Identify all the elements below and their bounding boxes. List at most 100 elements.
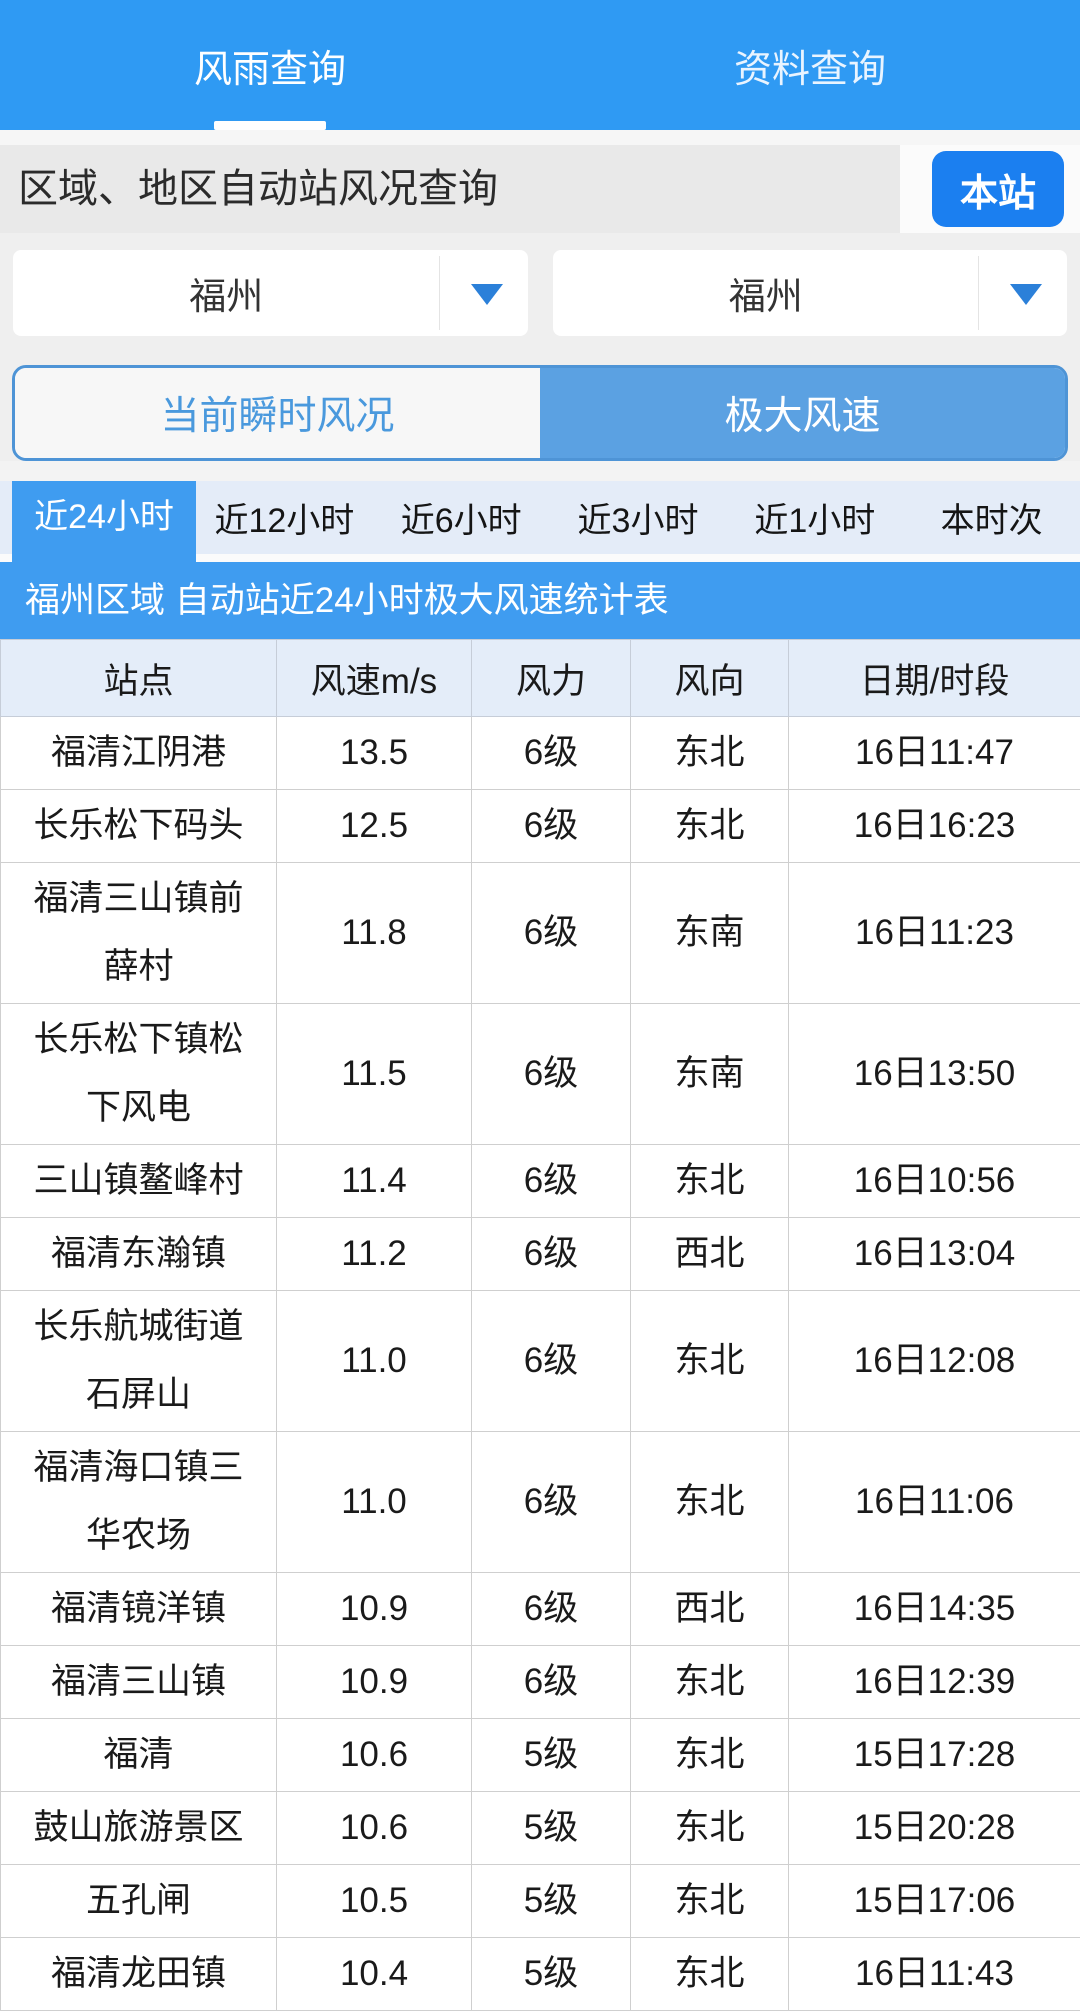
time-tab-3h[interactable]: 近3小时: [550, 481, 727, 554]
cell-direction: 东北: [631, 1646, 789, 1719]
table-row[interactable]: 三山镇鳌峰村 11.4 6级 东北 16日10:56: [1, 1145, 1080, 1218]
cell-direction: 东北: [631, 717, 789, 790]
table-row[interactable]: 福清江阴港 13.5 6级 东北 16日11:47: [1, 717, 1080, 790]
table-row[interactable]: 五孔闸 10.5 5级 东北 15日17:06: [1, 1865, 1080, 1938]
table-row[interactable]: 福清三山镇 10.9 6级 东北 16日12:39: [1, 1646, 1080, 1719]
cell-station: 福清东瀚镇: [1, 1218, 277, 1291]
cell-force: 6级: [472, 1004, 631, 1145]
toggle-spacer: [0, 461, 1080, 481]
cell-force: 6级: [472, 1573, 631, 1646]
wind-table: 站点 风速m/s 风力 风向 日期/时段 福清江阴港 13.5 6级 东北 16…: [0, 639, 1080, 2011]
mode-max-wind-button[interactable]: 极大风速: [540, 368, 1065, 458]
cell-direction: 东北: [631, 1145, 789, 1218]
app-header: 风雨查询 资料查询: [0, 0, 1080, 130]
query-title-row: 区域、地区自动站风况查询 本站: [0, 145, 1080, 233]
table-row[interactable]: 福清 10.6 5级 东北 15日17:28: [1, 1719, 1080, 1792]
mode-current-wind-button[interactable]: 当前瞬时风况: [15, 368, 540, 458]
active-tab-indicator: [214, 121, 326, 130]
region-select-left[interactable]: 福州: [13, 250, 528, 336]
table-row[interactable]: 福清镜洋镇 10.9 6级 西北 16日14:35: [1, 1573, 1080, 1646]
cell-time: 15日20:28: [789, 1792, 1080, 1865]
page-title: 区域、地区自动站风况查询: [0, 145, 900, 233]
col-header-speed: 风速m/s: [277, 640, 472, 717]
cell-direction: 东北: [631, 1719, 789, 1792]
tab-wind-rain-query[interactable]: 风雨查询: [0, 0, 540, 130]
cell-speed: 10.9: [277, 1573, 472, 1646]
col-header-force: 风力: [472, 640, 631, 717]
cell-station: 五孔闸: [1, 1865, 277, 1938]
cell-speed: 10.5: [277, 1865, 472, 1938]
cell-station: 福清江阴港: [1, 717, 277, 790]
cell-force: 6级: [472, 1291, 631, 1432]
cell-direction: 西北: [631, 1573, 789, 1646]
cell-force: 6级: [472, 790, 631, 863]
select-divider: [978, 256, 979, 330]
cell-force: 5级: [472, 1792, 631, 1865]
cell-station: 三山镇鳌峰村: [1, 1145, 277, 1218]
cell-time: 15日17:28: [789, 1719, 1080, 1792]
table-row[interactable]: 福清海口镇三华农场 11.0 6级 东北 16日11:06: [1, 1432, 1080, 1573]
cell-speed: 10.6: [277, 1792, 472, 1865]
cell-direction: 东北: [631, 1792, 789, 1865]
cell-direction: 东北: [631, 790, 789, 863]
cell-direction: 东北: [631, 1432, 789, 1573]
time-tab-6h[interactable]: 近6小时: [373, 481, 550, 554]
time-tab-12h[interactable]: 近12小时: [196, 481, 373, 554]
table-row[interactable]: 鼓山旅游景区 10.6 5级 东北 15日20:28: [1, 1792, 1080, 1865]
cell-time: 16日12:08: [789, 1291, 1080, 1432]
cell-speed: 10.4: [277, 1938, 472, 2011]
cell-time: 16日13:50: [789, 1004, 1080, 1145]
col-header-time: 日期/时段: [789, 640, 1080, 717]
table-row[interactable]: 长乐松下码头 12.5 6级 东北 16日16:23: [1, 790, 1080, 863]
table-row[interactable]: 福清东瀚镇 11.2 6级 西北 16日13:04: [1, 1218, 1080, 1291]
cell-speed: 11.8: [277, 863, 472, 1004]
cell-force: 5级: [472, 1865, 631, 1938]
local-station-button[interactable]: 本站: [932, 151, 1064, 227]
cell-direction: 东北: [631, 1938, 789, 2011]
cell-time: 16日11:47: [789, 717, 1080, 790]
time-tab-24h-label: 近24小时: [12, 481, 196, 554]
region-select-right-value: 福州: [553, 250, 980, 336]
cell-direction: 东南: [631, 863, 789, 1004]
cell-speed: 11.2: [277, 1218, 472, 1291]
table-row[interactable]: 长乐松下镇松下风电 11.5 6级 东南 16日13:50: [1, 1004, 1080, 1145]
cell-direction: 东北: [631, 1291, 789, 1432]
table-row[interactable]: 福清龙田镇 10.4 5级 东北 16日11:43: [1, 1938, 1080, 2011]
cell-force: 5级: [472, 1938, 631, 2011]
cell-time: 16日13:04: [789, 1218, 1080, 1291]
dropdown-arrow-icon: [1010, 284, 1042, 305]
cell-time: 16日11:06: [789, 1432, 1080, 1573]
table-row[interactable]: 长乐航城街道石屏山 11.0 6级 东北 16日12:08: [1, 1291, 1080, 1432]
cell-force: 6级: [472, 1218, 631, 1291]
cell-time: 16日10:56: [789, 1145, 1080, 1218]
time-tab-current[interactable]: 本时次: [903, 481, 1080, 554]
region-selector-row: 福州 福州: [0, 233, 1080, 353]
cell-station: 长乐松下码头: [1, 790, 277, 863]
time-tab-1h[interactable]: 近1小时: [726, 481, 903, 554]
cell-station: 福清三山镇前薛村: [1, 863, 277, 1004]
cell-direction: 西北: [631, 1218, 789, 1291]
cell-speed: 13.5: [277, 717, 472, 790]
cell-time: 16日11:23: [789, 863, 1080, 1004]
tab-data-query-label: 资料查询: [734, 38, 886, 93]
cell-force: 6级: [472, 863, 631, 1004]
cell-station: 福清镜洋镇: [1, 1573, 277, 1646]
tab-data-query[interactable]: 资料查询: [540, 0, 1080, 130]
region-select-right[interactable]: 福州: [553, 250, 1068, 336]
mode-toggle: 当前瞬时风况 极大风速: [12, 365, 1068, 461]
table-title-banner: 福州区域 自动站近24小时极大风速统计表: [0, 562, 1080, 639]
time-range-tabs: 近24小时 近12小时 近6小时 近3小时 近1小时 本时次: [0, 481, 1080, 554]
cell-station: 福清龙田镇: [1, 1938, 277, 2011]
cell-speed: 10.9: [277, 1646, 472, 1719]
header-spacer: [0, 130, 1080, 145]
cell-time: 16日12:39: [789, 1646, 1080, 1719]
cell-station: 福清海口镇三华农场: [1, 1432, 277, 1573]
cell-speed: 11.0: [277, 1432, 472, 1573]
cell-station: 长乐航城街道石屏山: [1, 1291, 277, 1432]
table-header-row: 站点 风速m/s 风力 风向 日期/时段: [1, 640, 1080, 717]
cell-time: 16日11:43: [789, 1938, 1080, 2011]
select-divider: [439, 256, 440, 330]
table-row[interactable]: 福清三山镇前薛村 11.8 6级 东南 16日11:23: [1, 863, 1080, 1004]
cell-force: 6级: [472, 1145, 631, 1218]
